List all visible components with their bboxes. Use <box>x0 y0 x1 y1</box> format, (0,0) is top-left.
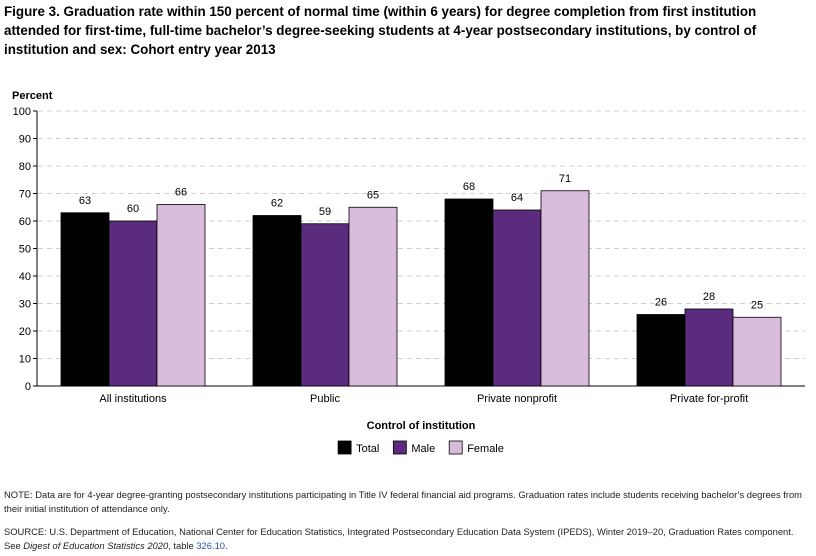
bar-male <box>492 209 542 387</box>
legend-swatch-female <box>448 440 463 455</box>
y-tick-label: 40 <box>19 271 31 283</box>
data-label: 64 <box>511 192 523 204</box>
source-end: . <box>225 540 228 551</box>
y-tick-label: 90 <box>19 134 31 146</box>
bar-male <box>684 308 734 387</box>
y-tick-label: 20 <box>19 326 31 338</box>
data-label: 62 <box>271 198 283 210</box>
bar-male <box>300 223 350 387</box>
data-label: 65 <box>367 189 379 201</box>
source-table-link[interactable]: 326.10 <box>196 540 226 551</box>
data-label: 26 <box>655 297 667 309</box>
x-tick-label: Private nonprofit <box>477 393 557 405</box>
legend-label-female: Female <box>467 443 504 455</box>
y-tick-label: 30 <box>19 299 31 311</box>
data-label: 68 <box>463 181 475 193</box>
legend-swatch-total <box>337 440 352 455</box>
bar-male <box>108 220 158 387</box>
bar-female <box>540 190 590 387</box>
legend-label-male: Male <box>411 443 435 455</box>
bar-total <box>252 215 302 387</box>
data-label: 59 <box>319 206 331 218</box>
legend-swatch-male <box>392 440 407 455</box>
y-tick-label: 100 <box>13 106 31 118</box>
x-axis-title: Control of institution <box>367 420 476 432</box>
bar-female <box>348 206 398 387</box>
data-label: 60 <box>127 203 139 215</box>
bar-total <box>444 198 494 387</box>
y-tick-label: 0 <box>25 381 31 393</box>
x-tick-label: Private for-profit <box>670 393 748 405</box>
y-tick-label: 60 <box>19 216 31 228</box>
source-table-prefix: , table <box>168 540 197 551</box>
source-publication: Digest of Education Statistics 2020 <box>23 540 169 551</box>
legend-label-total: Total <box>356 443 379 455</box>
chart-note: NOTE: Data are for 4-year degree-grantin… <box>4 489 802 514</box>
y-tick-label: 80 <box>19 161 31 173</box>
source-text: SOURCE: U.S. Department of Education, Na… <box>4 526 794 551</box>
bar-total <box>636 314 686 387</box>
y-tick-label: 50 <box>19 244 31 256</box>
y-tick-label: 70 <box>19 189 31 201</box>
bar-female <box>732 316 782 387</box>
data-label: 63 <box>79 195 91 207</box>
bar-female <box>156 204 206 387</box>
chart-source: SOURCE: U.S. Department of Education, Na… <box>4 525 810 553</box>
data-label: 66 <box>175 187 187 199</box>
data-label: 71 <box>559 173 571 185</box>
x-tick-label: Public <box>310 393 340 405</box>
y-axis-title: Percent <box>12 90 53 102</box>
bar-chart: Percent 0 10 20 30 40 50 60 70 80 90 100 63 60 66 All i… <box>12 90 805 455</box>
data-label: 28 <box>703 291 715 303</box>
data-label: 25 <box>751 299 763 311</box>
figure-title: Figure 3. Graduation rate within 150 per… <box>4 4 757 57</box>
x-tick-label: All institutions <box>99 393 167 405</box>
bar-total <box>60 212 110 387</box>
y-tick-label: 10 <box>19 354 31 366</box>
